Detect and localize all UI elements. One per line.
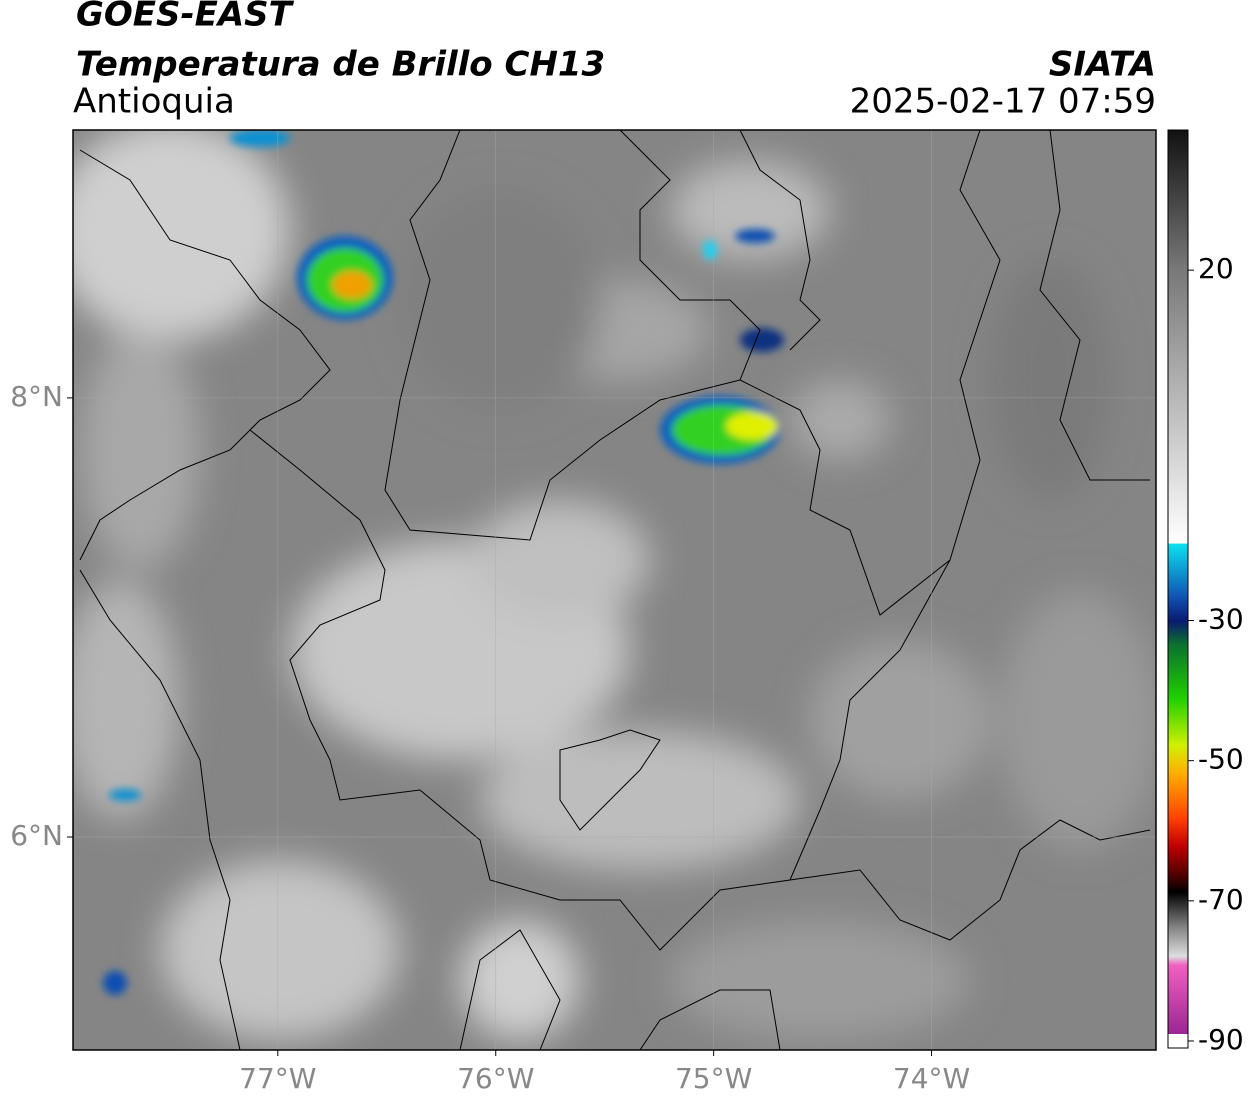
source: SIATA [1049,45,1156,85]
colorbar-frame [1167,129,1189,1049]
colorbar-under [1168,1034,1188,1048]
subtitle: Temperatura de Brillo CH13 [76,45,605,85]
satellite-image [73,130,1156,1050]
colorbar-tick-label: 20 [1198,252,1234,285]
colorbar-tick-label: -90 [1198,1023,1244,1056]
map-frame [72,129,1157,1051]
boundaries [79,130,1151,1050]
convective-cells [103,130,784,995]
colorbar-tick-label: -30 [1198,603,1244,636]
datetime: 2025-02-17 07:59 [850,82,1156,122]
title: GOES-EAST [76,0,295,35]
colorbar-tick-label: -70 [1198,883,1244,916]
y-tick-label: 8°N [10,380,63,413]
x-tick-label: 77°W [239,1062,316,1095]
y-tick-label: 6°N [10,819,63,852]
region: Antioquia [73,82,235,122]
colorbar [1168,130,1188,1048]
x-tick-label: 75°W [675,1062,752,1095]
x-tick-label: 74°W [893,1062,970,1095]
x-tick-label: 76°W [457,1062,534,1095]
colorbar-tick-label: -50 [1198,743,1244,776]
grid [73,130,1156,1050]
